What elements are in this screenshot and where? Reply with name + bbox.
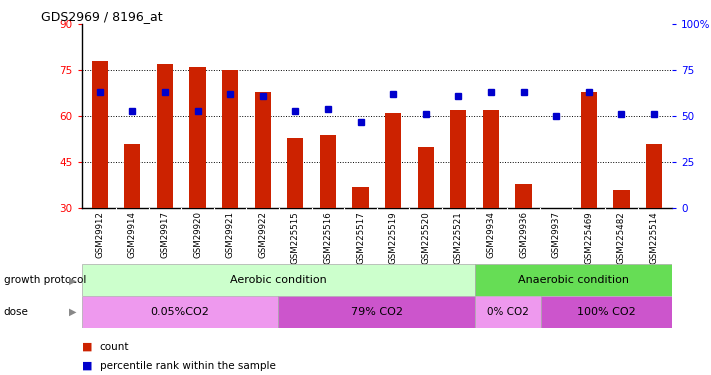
Text: GSM225517: GSM225517	[356, 211, 365, 264]
Bar	[320, 135, 336, 208]
Bar	[82, 264, 475, 296]
Bar	[189, 67, 205, 208]
Bar	[82, 296, 279, 328]
Text: count: count	[100, 342, 129, 352]
Text: GSM29937: GSM29937	[552, 211, 561, 258]
Bar	[515, 184, 532, 208]
Text: dose: dose	[4, 307, 28, 317]
Text: GSM29920: GSM29920	[193, 211, 202, 258]
Bar	[475, 296, 541, 328]
Text: Aerobic condition: Aerobic condition	[230, 275, 327, 285]
Text: GSM225482: GSM225482	[617, 211, 626, 264]
Bar	[417, 147, 434, 208]
Bar	[279, 296, 475, 328]
Bar	[92, 61, 108, 208]
Bar	[450, 110, 466, 208]
Text: 100% CO2: 100% CO2	[577, 307, 636, 317]
Text: GSM29912: GSM29912	[95, 211, 105, 258]
Bar	[353, 187, 369, 208]
Text: GDS2969 / 8196_at: GDS2969 / 8196_at	[41, 10, 163, 23]
Bar	[581, 92, 597, 208]
Text: ▶: ▶	[69, 275, 77, 285]
Text: 0% CO2: 0% CO2	[487, 307, 529, 317]
Bar	[613, 190, 629, 208]
Text: GSM29921: GSM29921	[225, 211, 235, 258]
Text: GSM225514: GSM225514	[649, 211, 658, 264]
Bar	[548, 208, 565, 211]
Bar	[124, 144, 141, 208]
Text: Anaerobic condition: Anaerobic condition	[518, 275, 629, 285]
Bar	[483, 110, 499, 208]
Text: GSM29914: GSM29914	[128, 211, 137, 258]
Bar	[255, 92, 271, 208]
Text: GSM29936: GSM29936	[519, 211, 528, 258]
Text: GSM29934: GSM29934	[486, 211, 496, 258]
Text: GSM225520: GSM225520	[421, 211, 430, 264]
Text: growth protocol: growth protocol	[4, 275, 86, 285]
Text: GSM29922: GSM29922	[258, 211, 267, 258]
Text: 0.05%CO2: 0.05%CO2	[151, 307, 210, 317]
Text: GSM225516: GSM225516	[324, 211, 333, 264]
Text: percentile rank within the sample: percentile rank within the sample	[100, 361, 275, 370]
Bar	[287, 138, 304, 208]
Text: GSM225521: GSM225521	[454, 211, 463, 264]
Text: ■: ■	[82, 342, 96, 352]
Text: GSM225519: GSM225519	[389, 211, 397, 264]
Bar	[222, 70, 238, 208]
Text: GSM225469: GSM225469	[584, 211, 593, 264]
Text: ■: ■	[82, 361, 96, 370]
Text: ▶: ▶	[69, 307, 77, 317]
Bar	[385, 113, 401, 208]
Text: GSM225515: GSM225515	[291, 211, 300, 264]
Text: 79% CO2: 79% CO2	[351, 307, 403, 317]
Bar	[541, 296, 672, 328]
Bar	[156, 64, 173, 208]
Bar	[646, 144, 662, 208]
Text: GSM29917: GSM29917	[161, 211, 169, 258]
Bar	[475, 264, 672, 296]
